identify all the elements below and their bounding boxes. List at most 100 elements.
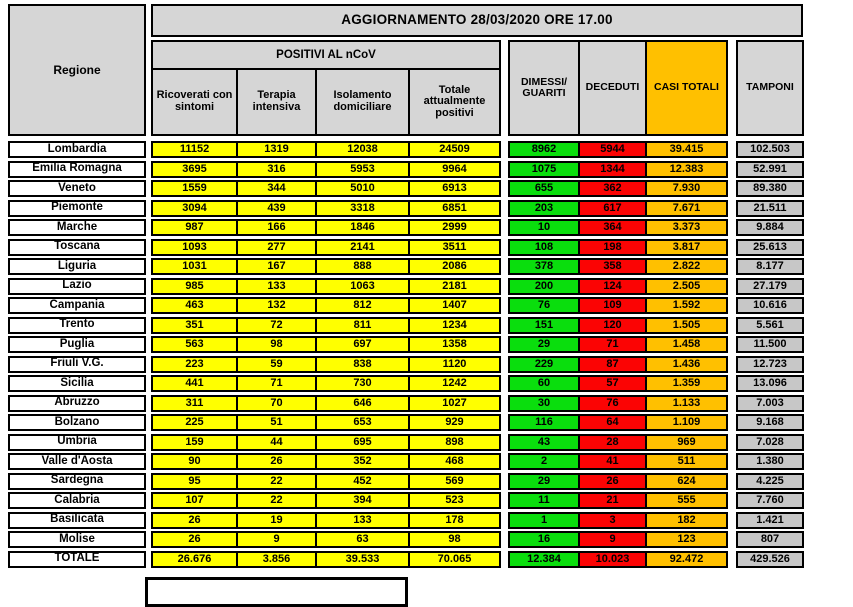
header-isolamento-domiciliare: Isolamento domiciliare <box>317 70 408 134</box>
outcome-cells-group: 8962 5944 39.415 <box>508 141 728 158</box>
cell-casi-totali: 92.472 <box>647 552 726 566</box>
cell-deceduti: 9 <box>580 533 645 546</box>
header-terapia-intensiva: Terapia intensiva <box>238 70 315 134</box>
outcome-cells-group: 200 124 2.505 <box>508 277 728 295</box>
cell-totale-positivi: 898 <box>410 435 499 449</box>
cell-casi-totali: 1.359 <box>647 377 726 390</box>
table-row: Liguria 1031 167 888 2086 378 358 2.822 8.177 <box>8 258 804 275</box>
positivi-cells-group: 985 133 1063 2181 <box>151 277 501 295</box>
cell-deceduti: 71 <box>580 338 645 351</box>
table-row: Marche 987 166 1846 2999 10 364 3.373 9.884 <box>8 219 804 236</box>
outcome-cells-group: 203 617 7.671 <box>508 199 728 217</box>
cell-dimessi-guariti: 203 <box>510 201 578 215</box>
table-row: Campania 463 132 812 1407 76 109 1.592 10.616 <box>8 297 804 314</box>
cell-totale-positivi: 178 <box>410 513 499 527</box>
cell-isolamento-domiciliare: 63 <box>317 533 408 546</box>
header-regione: Regione <box>8 4 146 136</box>
cell-ricoverati: 159 <box>153 435 236 449</box>
cell-dimessi-guariti: 108 <box>510 240 578 254</box>
outcome-cells-group: 12.384 10.023 92.472 <box>508 550 728 568</box>
cell-tamponi: 12.723 <box>736 355 804 373</box>
cell-dimessi-guariti: 30 <box>510 396 578 410</box>
cell-deceduti: 617 <box>580 201 645 215</box>
cell-tamponi: 4.225 <box>736 472 804 490</box>
cell-casi-totali: 511 <box>647 455 726 468</box>
cell-tamponi: 1.421 <box>736 511 804 529</box>
cell-deceduti: 41 <box>580 455 645 468</box>
table-row: Lazio 985 133 1063 2181 200 124 2.505 27.179 <box>8 277 804 295</box>
outcome-cells-group: 60 57 1.359 <box>508 375 728 392</box>
cell-deceduti: 109 <box>580 299 645 312</box>
cell-casi-totali: 3.817 <box>647 240 726 254</box>
update-banner: AGGIORNAMENTO 28/03/2020 ORE 17.00 <box>151 4 803 37</box>
table-row: Valle d'Aosta 90 26 352 468 2 41 511 1.380 <box>8 453 804 470</box>
outcome-cells-group: 378 358 2.822 <box>508 258 728 275</box>
cell-ricoverati: 351 <box>153 318 236 332</box>
cell-isolamento-domiciliare: 653 <box>317 416 408 429</box>
cell-terapia-intensiva: 59 <box>238 357 315 371</box>
cell-regione: Basilicata <box>8 511 146 529</box>
table-row: Lombardia 11152 1319 12038 24509 8962 5944 39.4… <box>8 141 804 158</box>
cell-isolamento-domiciliare: 1063 <box>317 279 408 293</box>
positivi-cells-group: 351 72 811 1234 <box>151 316 501 334</box>
cell-deceduti: 21 <box>580 494 645 507</box>
cell-terapia-intensiva: 44 <box>238 435 315 449</box>
cell-ricoverati: 985 <box>153 279 236 293</box>
positivi-cells-group: 3695 316 5953 9964 <box>151 160 501 178</box>
cell-casi-totali: 624 <box>647 474 726 488</box>
cell-dimessi-guariti: 16 <box>510 533 578 546</box>
cell-regione: Sicilia <box>8 375 146 392</box>
table-row: Friuli V.G. 223 59 838 1120 229 87 1.436 12.723 <box>8 355 804 373</box>
cell-regione: Valle d'Aosta <box>8 453 146 470</box>
table-row: Veneto 1559 344 5010 6913 655 362 7.930 89.380 <box>8 180 804 197</box>
header-ricoverati: Ricoverati con sintomi <box>153 70 236 134</box>
cell-totale-positivi: 523 <box>410 494 499 507</box>
cell-terapia-intensiva: 133 <box>238 279 315 293</box>
header-row-2: POSITIVI AL nCoV Ricoverati con sintomi … <box>151 40 804 136</box>
cell-dimessi-guariti: 151 <box>510 318 578 332</box>
cell-terapia-intensiva: 9 <box>238 533 315 546</box>
cell-ricoverati: 11152 <box>153 143 236 156</box>
positivi-cells-group: 463 132 812 1407 <box>151 297 501 314</box>
cell-tamponi: 8.177 <box>736 258 804 275</box>
cell-dimessi-guariti: 229 <box>510 357 578 371</box>
cell-regione: Trento <box>8 316 146 334</box>
cell-casi-totali: 969 <box>647 435 726 449</box>
cell-ricoverati: 311 <box>153 396 236 410</box>
outcome-cells-group: 29 71 1.458 <box>508 336 728 353</box>
cell-regione: Marche <box>8 219 146 236</box>
positivi-cells-group: 3094 439 3318 6851 <box>151 199 501 217</box>
cell-deceduti: 362 <box>580 182 645 195</box>
positivi-cells-group: 311 70 646 1027 <box>151 394 501 412</box>
cell-totale-positivi: 1234 <box>410 318 499 332</box>
cell-deceduti: 87 <box>580 357 645 371</box>
cell-totale-positivi: 1242 <box>410 377 499 390</box>
cell-totale-positivi: 929 <box>410 416 499 429</box>
table-row: Calabria 107 22 394 523 11 21 555 7.760 <box>8 492 804 509</box>
cell-terapia-intensiva: 71 <box>238 377 315 390</box>
cell-regione: Piemonte <box>8 199 146 217</box>
cell-ricoverati: 1031 <box>153 260 236 273</box>
cell-tamponi: 7.003 <box>736 394 804 412</box>
cell-ricoverati: 26.676 <box>153 552 236 566</box>
cell-terapia-intensiva: 22 <box>238 494 315 507</box>
cell-tamponi: 9.884 <box>736 219 804 236</box>
cell-isolamento-domiciliare: 812 <box>317 299 408 312</box>
outcome-cells-group: 30 76 1.133 <box>508 394 728 412</box>
table-row: Toscana 1093 277 2141 3511 108 198 3.817 25.613 <box>8 238 804 256</box>
cell-dimessi-guariti: 378 <box>510 260 578 273</box>
cell-deceduti: 364 <box>580 221 645 234</box>
cell-isolamento-domiciliare: 888 <box>317 260 408 273</box>
positivi-cells-group: 225 51 653 929 <box>151 414 501 431</box>
cell-regione: TOTALE <box>8 550 146 568</box>
cell-ricoverati: 987 <box>153 221 236 234</box>
outcome-cells-group: 10 364 3.373 <box>508 219 728 236</box>
cell-casi-totali: 39.415 <box>647 143 726 156</box>
positivi-cells-group: 563 98 697 1358 <box>151 336 501 353</box>
cell-casi-totali: 1.505 <box>647 318 726 332</box>
positivi-cells-group: 1031 167 888 2086 <box>151 258 501 275</box>
cell-terapia-intensiva: 344 <box>238 182 315 195</box>
outcome-cells-group: 229 87 1.436 <box>508 355 728 373</box>
cell-isolamento-domiciliare: 5010 <box>317 182 408 195</box>
cell-totale-positivi: 2086 <box>410 260 499 273</box>
